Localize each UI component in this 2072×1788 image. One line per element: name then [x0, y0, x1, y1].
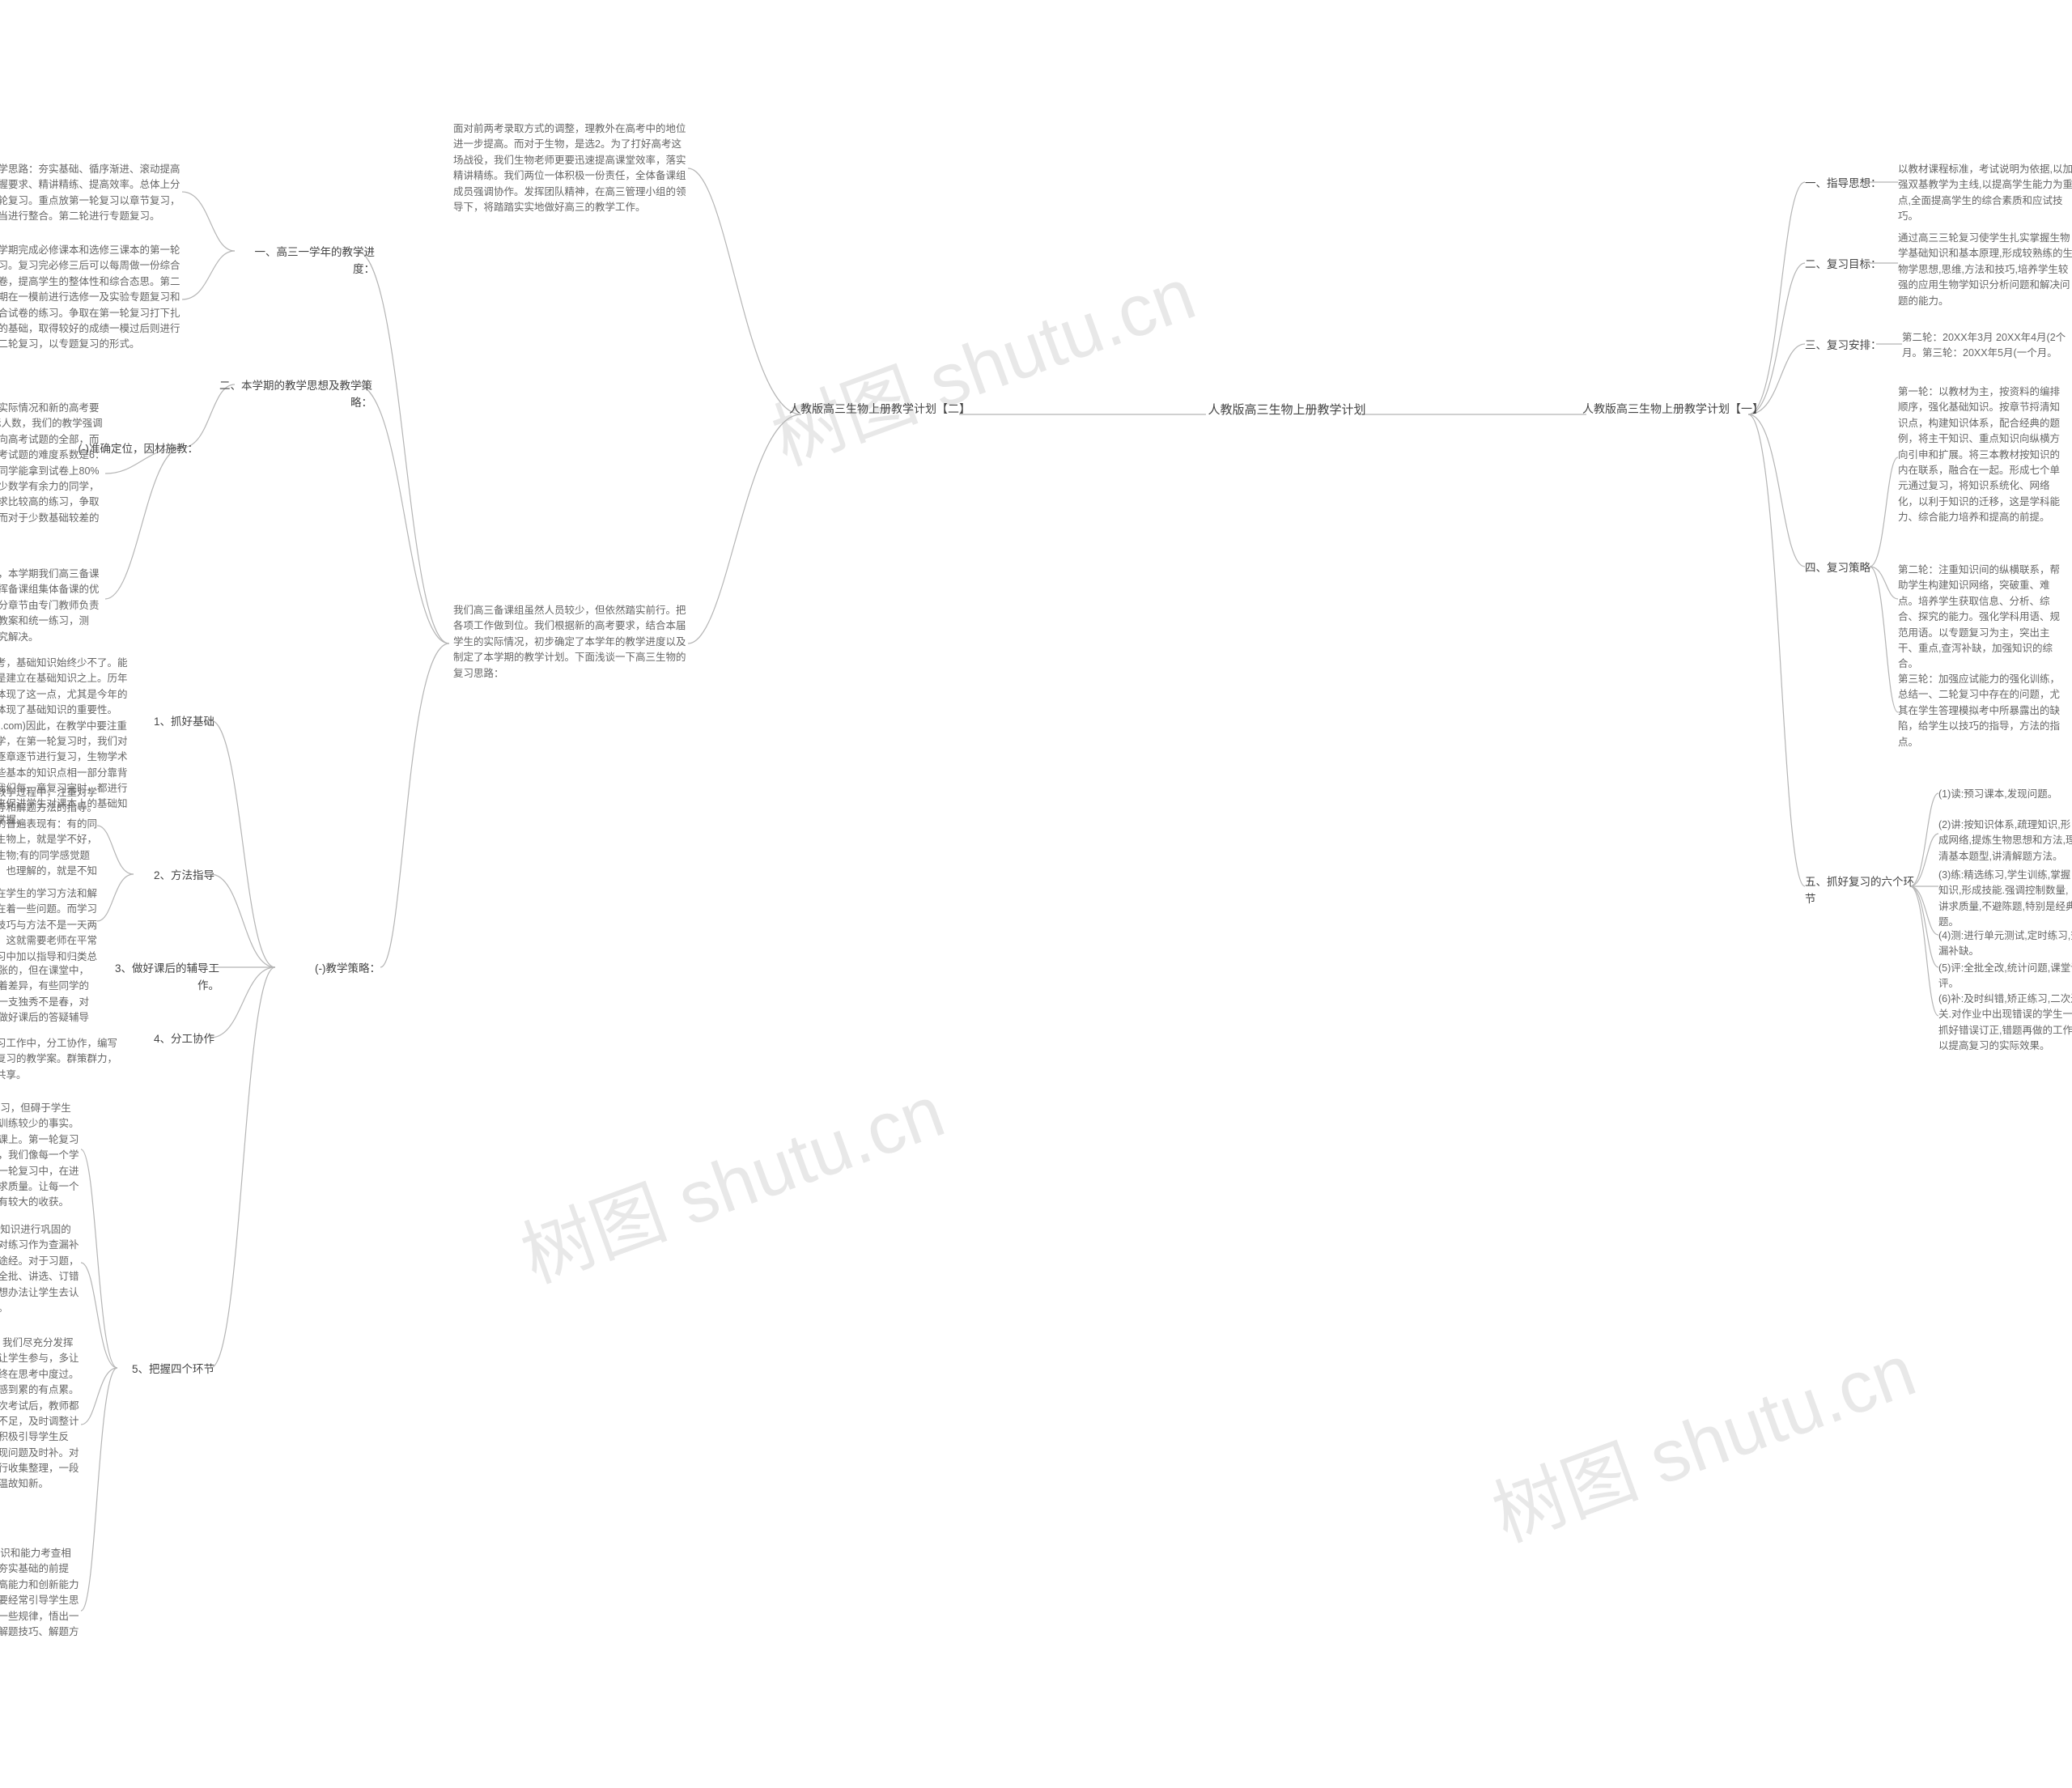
right-r4: 四、复习策略	[1805, 560, 1878, 577]
left-p5d: (4)悟。高考是基础知识和能力考查相结合的考试，在注重夯实基础的前提下，还要注意…	[0, 1546, 81, 1656]
left-policy-title: (-)教学策略：	[291, 961, 380, 978]
left-t1: 1、抓好基础	[142, 714, 214, 731]
mindmap-root: 人教版高三生物上册教学计划	[1206, 401, 1368, 419]
left-p4: 在高三复习工作中，分工协作，编写好第一轮复习的教学案。群策群力，做到资源共享。	[0, 1036, 117, 1083]
right-r3: 三、复习安排：	[1805, 338, 1882, 355]
right-r5: 五、抓好复习的六个环节	[1805, 874, 1918, 908]
left-h2: 二、本学期的教学思想及教学策略：	[210, 378, 372, 412]
right-r2: 二、复习目标：	[1805, 257, 1882, 274]
right-r3-p1: 第二轮：20XX年3月 20XX年4月(2个月。第三轮：20XX年5月(一个月。	[1902, 330, 2072, 362]
left-h2-s1-p2: 在准确定位的基础上，本学期我们高三备课组继续团结协作，发挥备课组集体备课的优势，…	[0, 567, 105, 645]
left-p2a: 在高三的整个教学过程中，注重对学生进行学法指导和解题方法的指导。以往高三学生的普…	[0, 785, 97, 895]
left-p5c: (3)思。(3)在教学中，我们尽充分发挥学生的主体作用，多让学生参与，多让学生动…	[0, 1336, 81, 1493]
right-r5-p6: (6)补:及时纠错,矫正练习,二次过关.对作业中出现错误的学生一定抓好错误订正,…	[1938, 992, 2072, 1055]
left-h1-p2: 本学期完成必修课本和选修三课本的第一轮复习。复习完必修三后可以每周做一份综合试卷…	[0, 243, 182, 353]
watermark: 树图 shutu.cn	[756, 236, 1207, 486]
left-intro: 面对前两考录取方式的调整，理教外在高考中的地位进一步提高。而对于生物，是选2。为…	[453, 121, 688, 215]
right-branch-title: 人教版高三生物上册教学计划【一】	[1582, 401, 1760, 418]
left-p5b: (2)做。习题是对所学知识进行巩固的一个重要手段，我们对练习作为查漏补缺。提高能…	[0, 1222, 81, 1316]
left-t4: 4、分工协作	[142, 1031, 214, 1048]
right-r5-p1: (1)读:预习课本,发现问题。	[1938, 787, 2072, 802]
left-h1-p1: 教学思路：夯实基础、循序渐进、滚动提高把握要求、精讲精练、提高效率。总体上分两轮…	[0, 162, 182, 225]
left-p3: 高三的教学工作是紧张的，但在课堂中，由于学生的个体存在着差异，有些同学的基础好，…	[0, 963, 93, 1042]
right-r2-p: 通过高三三轮复习使学生扎实掌握生物学基础知识和基本原理,形成较熟练的生物学思想,…	[1898, 231, 2072, 309]
left-branch-title: 人教版高三生物上册教学计划【二】	[789, 401, 967, 418]
watermark: 树图 shutu.cn	[505, 1053, 956, 1303]
left-t2: 2、方法指导	[142, 868, 214, 885]
watermark: 树图 shutu.cn	[1476, 1312, 1927, 1562]
left-h1: 一、高三一学年的教学进度：	[237, 244, 375, 278]
right-r1: 一、指导思想：	[1805, 176, 1882, 193]
left-h2-s1-p1: 根据我们学校学生的实际情况和新的高考要求(重点是较级的达标人数，我们的教学强调落…	[0, 401, 105, 541]
left-intro2: 我们高三备课组虽然人员较少，但依然踏实前行。把各项工作做到位。我们根据新的高考要…	[453, 603, 688, 682]
left-t5: 5、把握四个环节	[125, 1361, 214, 1378]
left-p5a: (1)懂。虽然高三是复习，但碍于学生的基础和平时生物课训练较少的事实。许多复习课…	[0, 1101, 81, 1211]
right-r4-p3: 第三轮：加强应试能力的强化训练，总结一、二轮复习中存在的问题，尤其在学生答理模拟…	[1898, 672, 2060, 750]
right-r5-p4: (4)测:进行单元测试,定时练习,查漏补缺。	[1938, 928, 2072, 960]
right-r4-p2: 第二轮：注重知识间的纵横联系，帮助学生构建知识网络，突破重、难点。培养学生获取信…	[1898, 563, 2060, 673]
right-r4-p1: 第一轮：以教材为主，按资料的编排顺序，强化基础知识。按章节捋清知识点，构建知识体…	[1898, 384, 2060, 525]
right-r1-p: 以教材课程标准，考试说明为依据,以加强双基教学为主线,以提高学生能力为重点,全面…	[1898, 162, 2072, 225]
left-t3: 3、做好课后的辅导工作。	[101, 961, 219, 995]
right-r5-p2: (2)讲:按知识体系,疏理知识,形成网络,提炼生物思想和方法,理清基本题型,讲清…	[1938, 818, 2072, 864]
right-r5-p3: (3)练:精选练习,学生训练,掌握知识,形成技能.强调控制数量,讲求质量,不避陈…	[1938, 868, 2072, 931]
right-r5-p5: (5)评:全批全改,统计问题,课堂讲评。	[1938, 961, 2072, 992]
